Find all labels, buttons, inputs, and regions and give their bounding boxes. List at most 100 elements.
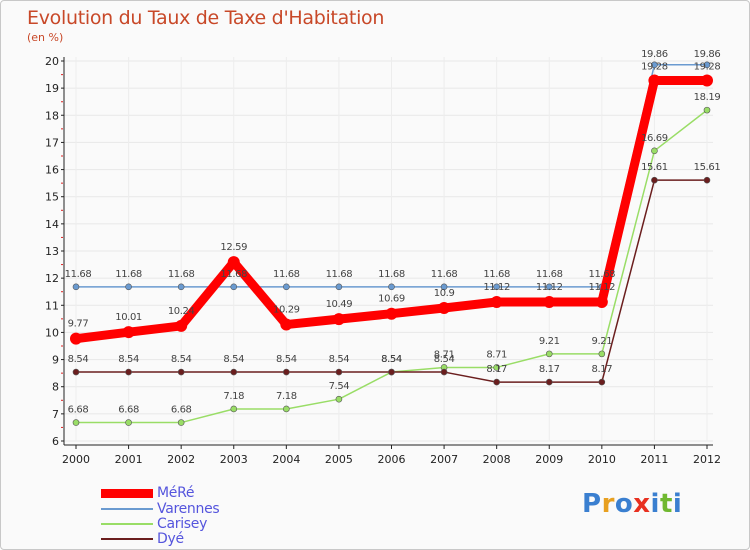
data-label-varennes: 11.68 [115, 269, 142, 280]
data-label-dye: 8.17 [486, 364, 507, 375]
data-label-dye: 8.54 [118, 354, 139, 365]
legend-label-carisey: Carisey [157, 516, 208, 532]
data-label-carisey: 16.69 [641, 133, 668, 144]
data-label-carisey: 6.68 [171, 405, 192, 416]
data-point-varennes [125, 283, 132, 291]
y-tick-label: 12 [45, 272, 59, 285]
data-label-carisey: 7.54 [329, 381, 350, 392]
data-point-mere [490, 296, 503, 309]
logo-letter: i [650, 489, 660, 519]
data-point-dye [651, 176, 658, 184]
data-point-mere [227, 256, 240, 269]
data-point-carisey [230, 405, 238, 413]
data-label-varennes: 11.68 [220, 269, 247, 280]
legend-swatch-mere [101, 488, 153, 498]
y-tick-label: 7 [52, 408, 59, 421]
x-tick-label: 2009 [535, 453, 563, 466]
data-label-dye: 15.61 [694, 162, 721, 173]
data-label-varennes: 11.68 [589, 269, 616, 280]
data-point-dye [545, 378, 553, 386]
data-point-dye [177, 368, 185, 376]
data-label-varennes: 11.68 [483, 269, 510, 280]
data-label-varennes: 19.86 [694, 49, 721, 60]
data-point-mere [438, 302, 451, 314]
y-tick-label: 16 [45, 164, 59, 177]
data-label-carisey: 8.71 [486, 349, 507, 360]
y-tick-label: 10 [45, 326, 59, 339]
data-point-mere [122, 326, 135, 339]
data-label-varennes: 19.86 [641, 49, 668, 60]
data-point-dye [230, 368, 238, 376]
y-tick-label: 19 [45, 82, 59, 95]
data-label-varennes: 11.68 [431, 269, 458, 280]
data-point-carisey [177, 419, 185, 426]
x-tick-label: 2006 [378, 453, 406, 466]
data-label-dye: 8.17 [539, 364, 560, 375]
logo-letter: t [659, 489, 673, 519]
data-point-mere [70, 332, 82, 345]
data-point-dye [493, 378, 500, 386]
data-point-carisey [125, 419, 132, 426]
data-label-dye: 8.54 [171, 354, 192, 365]
legend-label-varennes: Varennes [157, 501, 220, 517]
x-tick-label: 2000 [62, 453, 90, 466]
data-label-mere: 10.29 [273, 305, 300, 316]
y-tick-label: 13 [45, 245, 59, 258]
y-tick-label: 15 [45, 191, 59, 204]
data-point-carisey [598, 350, 606, 358]
x-tick-label: 2012 [693, 453, 721, 466]
data-point-dye [388, 368, 395, 376]
data-point-varennes [651, 61, 658, 69]
data-label-carisey: 9.21 [591, 336, 612, 347]
data-point-carisey [703, 106, 711, 114]
legend-item-carisey: Carisey [101, 516, 207, 532]
legend-swatch-varennes [101, 508, 153, 510]
logo-letter: o [614, 489, 634, 519]
data-point-carisey [545, 350, 553, 358]
legend-item-dye: Dyé [101, 531, 184, 547]
data-label-carisey: 7.18 [223, 391, 244, 402]
data-point-carisey [283, 405, 290, 413]
legend-item-varennes: Varennes [101, 501, 220, 517]
logo-letter: P [582, 489, 602, 519]
data-label-varennes: 11.68 [273, 269, 300, 280]
data-label-dye: 8.54 [329, 354, 350, 365]
logo-letter: i [672, 489, 683, 519]
data-point-mere [701, 74, 713, 87]
x-tick-label: 2011 [640, 453, 668, 466]
data-point-carisey [493, 364, 500, 371]
data-point-dye [598, 378, 606, 386]
x-tick-label: 2002 [167, 453, 195, 466]
legend-label-dye: Dyé [157, 531, 184, 547]
data-point-varennes [283, 283, 290, 291]
data-label-mere: 19.28 [641, 62, 668, 73]
data-point-dye [335, 368, 343, 376]
data-label-mere: 10.9 [434, 288, 455, 299]
data-label-varennes: 11.68 [326, 269, 353, 280]
data-point-varennes [335, 283, 343, 291]
data-label-mere: 11.12 [483, 282, 510, 293]
data-label-mere: 9.77 [68, 319, 89, 330]
data-label-carisey: 7.18 [276, 391, 297, 402]
data-label-dye: 8.54 [381, 354, 402, 365]
data-point-varennes [493, 283, 500, 291]
data-point-mere [175, 319, 188, 332]
data-point-mere [595, 296, 608, 309]
data-label-dye: 8.54 [434, 354, 455, 365]
y-tick-label: 6 [52, 435, 59, 448]
data-point-varennes [388, 283, 395, 291]
data-label-varennes: 11.68 [168, 269, 195, 280]
data-point-dye [703, 176, 711, 184]
data-label-carisey: 8.54 [381, 354, 402, 365]
data-label-dye: 8.54 [223, 354, 244, 365]
data-point-dye [440, 368, 448, 376]
data-point-dye [125, 368, 132, 376]
y-tick-label: 14 [45, 218, 59, 231]
legend-label-mere: MéRé [157, 485, 195, 501]
data-point-dye [283, 368, 290, 376]
chart-title: Evolution du Taux de Taxe d'Habitation [27, 7, 385, 29]
x-tick-label: 2010 [588, 453, 616, 466]
legend-swatch-carisey [101, 523, 153, 525]
data-point-mere [332, 313, 345, 326]
data-label-mere: 10.69 [378, 294, 405, 305]
